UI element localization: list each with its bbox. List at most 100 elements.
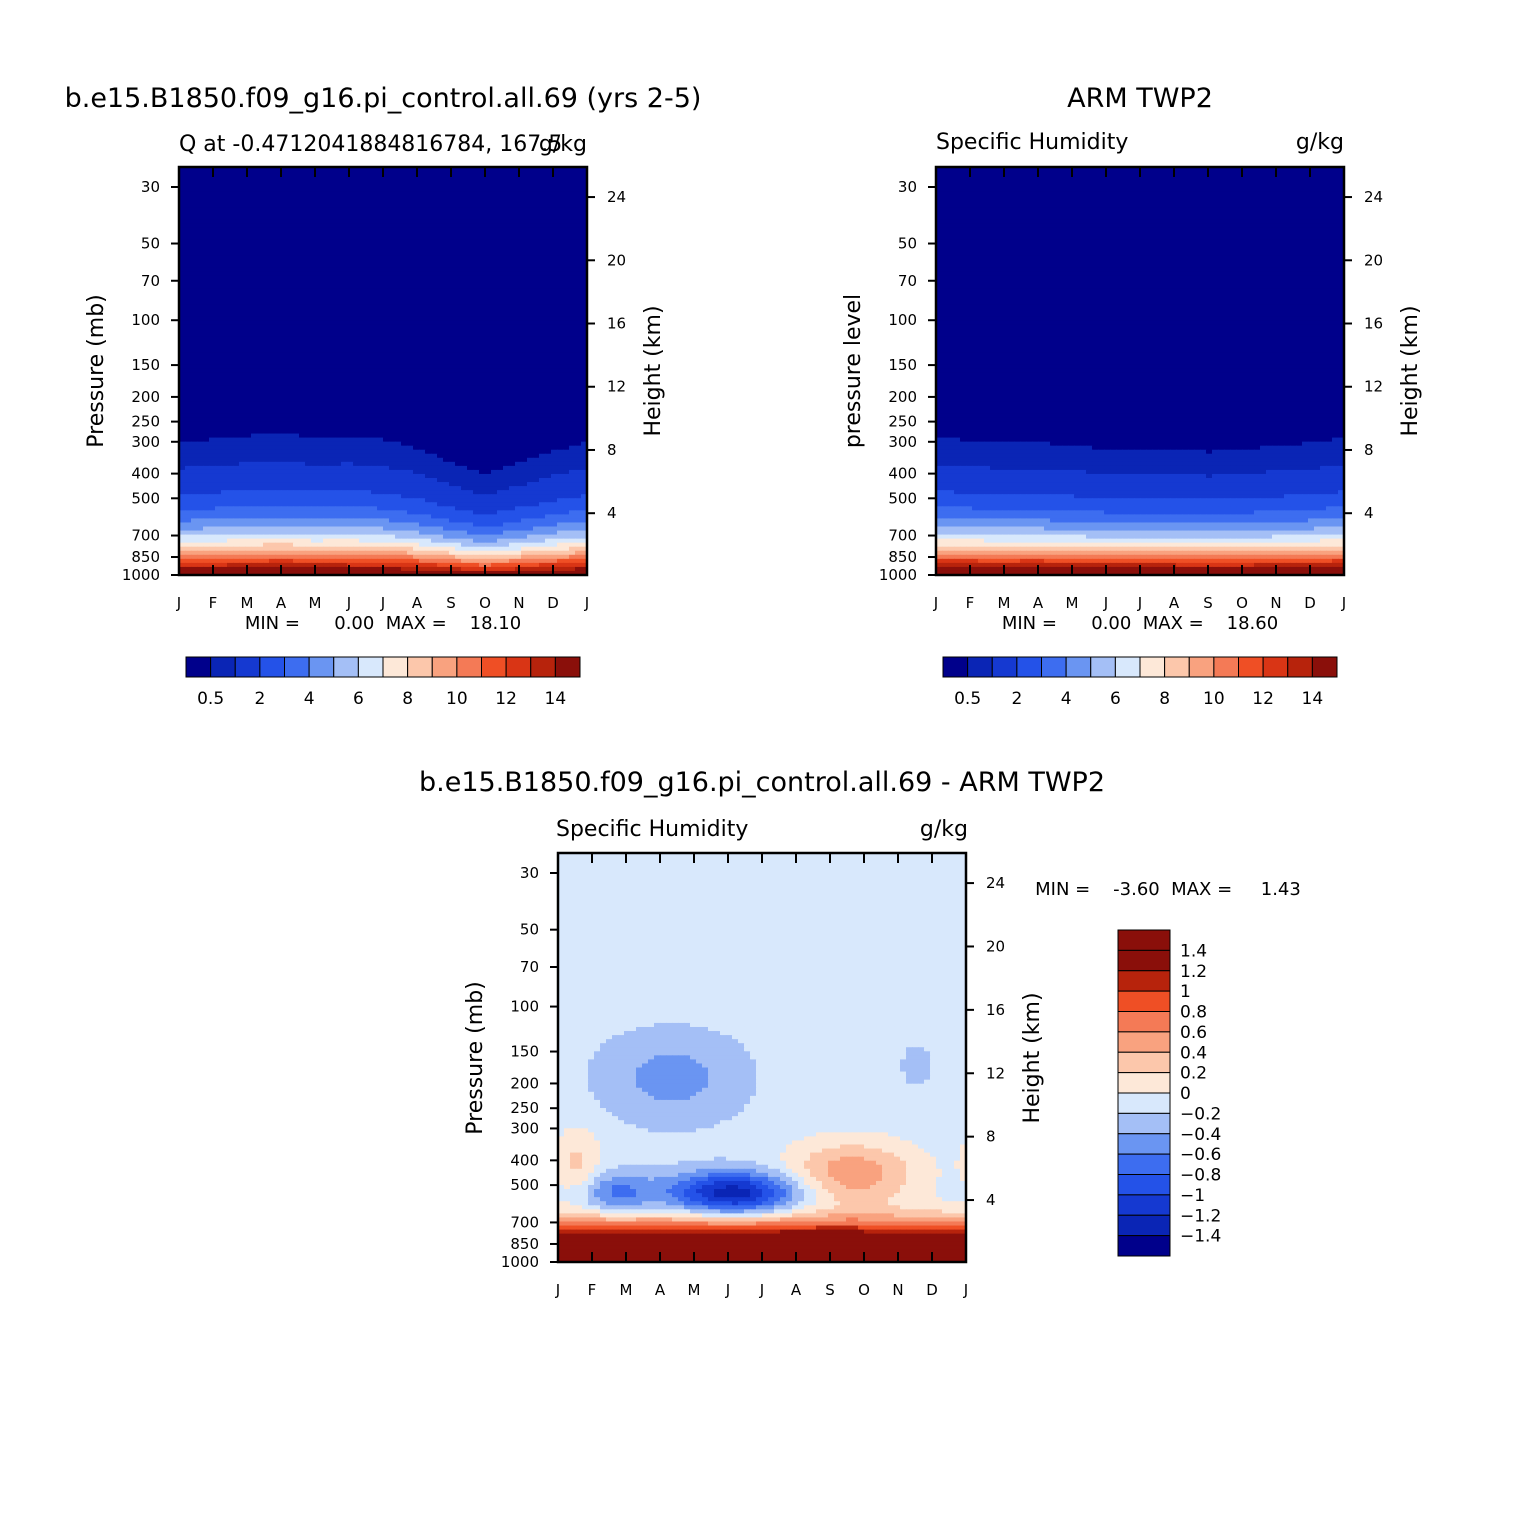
field-cell [209,405,216,410]
field-cell [527,324,534,330]
field-cell [431,215,438,220]
field-cell [185,348,192,354]
field-cell [563,300,570,305]
field-cell [329,203,336,208]
field-cell [179,364,186,370]
field-cell [185,441,192,447]
field-cell [245,469,252,475]
field-cell [437,288,444,293]
field-cell [467,469,474,475]
field-cell [473,344,480,350]
field-cell [317,425,324,431]
field-cell [527,441,534,447]
field-cell [491,405,498,410]
field-cell [251,267,258,273]
field-cell [431,308,438,313]
field-cell [227,263,234,269]
field-cell [455,191,462,196]
field-cell [419,393,426,398]
field-cell [305,296,312,301]
field-cell [521,340,528,346]
field-cell [227,389,234,394]
field-cell [341,187,348,192]
field-cell [287,425,294,431]
field-cell [407,304,414,309]
field-cell [569,275,576,281]
field-cell [389,199,396,204]
field-cell [569,421,576,427]
field-cell [269,312,276,317]
field-cell [461,308,468,313]
field-cell [503,219,510,224]
field-cell [245,429,252,435]
field-cell [491,425,498,431]
field-cell [395,336,402,342]
field-cell [251,421,258,427]
field-cell [449,191,456,196]
field-cell [329,247,336,253]
field-cell [581,247,587,253]
field-cell [353,231,360,237]
field-cell [245,465,252,471]
field-cell [467,215,474,220]
field-cell [425,401,432,406]
field-cell [383,187,390,192]
field-cell [353,381,360,386]
field-cell [299,405,306,410]
field-cell [575,360,582,366]
field-cell [431,429,438,435]
field-cell [347,203,354,208]
field-cell [275,409,282,414]
field-cell [251,288,258,293]
field-cell [251,191,258,196]
field-cell [311,332,318,338]
field-cell [467,344,474,350]
field-cell [209,235,216,241]
field-cell [443,263,450,269]
field-cell [257,478,264,483]
field-cell [491,469,498,475]
field-cell [503,312,510,317]
field-cell [533,308,540,313]
field-cell [515,465,522,471]
field-cell [341,409,348,414]
field-cell [551,421,558,427]
field-cell [263,417,270,423]
field-cell [515,356,522,362]
field-cell [389,461,396,467]
field-cell [365,356,372,362]
field-cell [485,352,492,358]
field-cell [533,409,540,414]
field-cell [425,203,432,208]
field-cell [395,308,402,313]
field-cell [263,340,270,346]
field-cell [383,401,390,406]
field-cell [569,409,576,414]
field-cell [299,251,306,257]
field-cell [287,376,294,382]
field-cell [569,425,576,431]
field-cell [179,405,186,410]
field-cell [479,417,486,423]
field-cell [467,478,474,483]
field-cell [299,263,306,269]
field-cell [179,449,186,455]
field-cell [335,413,342,418]
field-cell [503,284,510,289]
field-cell [497,215,504,220]
field-cell [221,478,228,483]
field-cell [545,328,552,334]
field-cell [473,259,480,265]
field-cell [497,461,504,467]
field-cell [485,429,492,435]
field-cell [185,211,192,216]
field-cell [491,429,498,435]
field-cell [281,296,288,301]
field-cell [389,413,396,418]
field-cell [203,461,210,467]
field-cell [299,360,306,366]
field-cell [509,239,516,245]
field-cell [365,348,372,354]
field-cell [581,421,587,427]
field-cell [443,223,450,229]
